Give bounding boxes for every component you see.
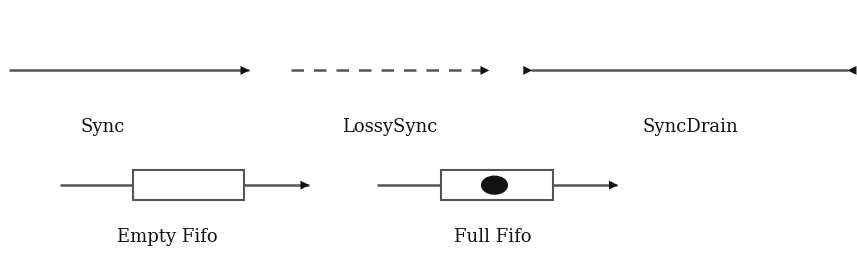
Text: Sync: Sync [81,118,125,136]
Text: Full Fifo: Full Fifo [454,227,531,245]
Bar [133,170,244,201]
Text: Empty Fifo: Empty Fifo [117,227,218,245]
Bar [441,170,553,201]
Text: LossySync: LossySync [342,118,438,136]
Ellipse shape [482,177,507,194]
Text: SyncDrain: SyncDrain [642,118,738,136]
